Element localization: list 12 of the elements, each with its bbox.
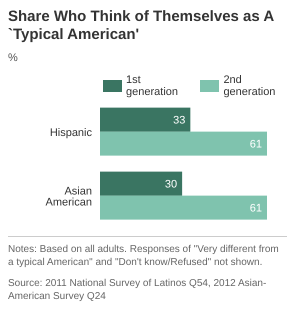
data-label: 33: [173, 114, 186, 127]
legend-label: 2nd generation: [223, 74, 276, 98]
y-tick-label: Asian American: [46, 185, 92, 208]
data-label: 61: [250, 138, 262, 151]
chart-subtitle: %: [8, 52, 19, 64]
y-tick-label: Hispanic: [50, 126, 92, 139]
data-label: 61: [250, 202, 262, 215]
text: Notes: Based on all adults. Responses of "Very different from a typical American" and "Don't know/Refused" not shown.: [8, 243, 280, 269]
data-label: 30: [164, 178, 178, 191]
chart-title: Share Who Think of Themselves as A `Typical American': [8, 8, 275, 44]
legend-label: 1st generation: [126, 74, 180, 98]
source-note: Source: 2011 National Survey of Latinos Q54, 2012 Asian-American Survey Q24: [8, 277, 268, 303]
